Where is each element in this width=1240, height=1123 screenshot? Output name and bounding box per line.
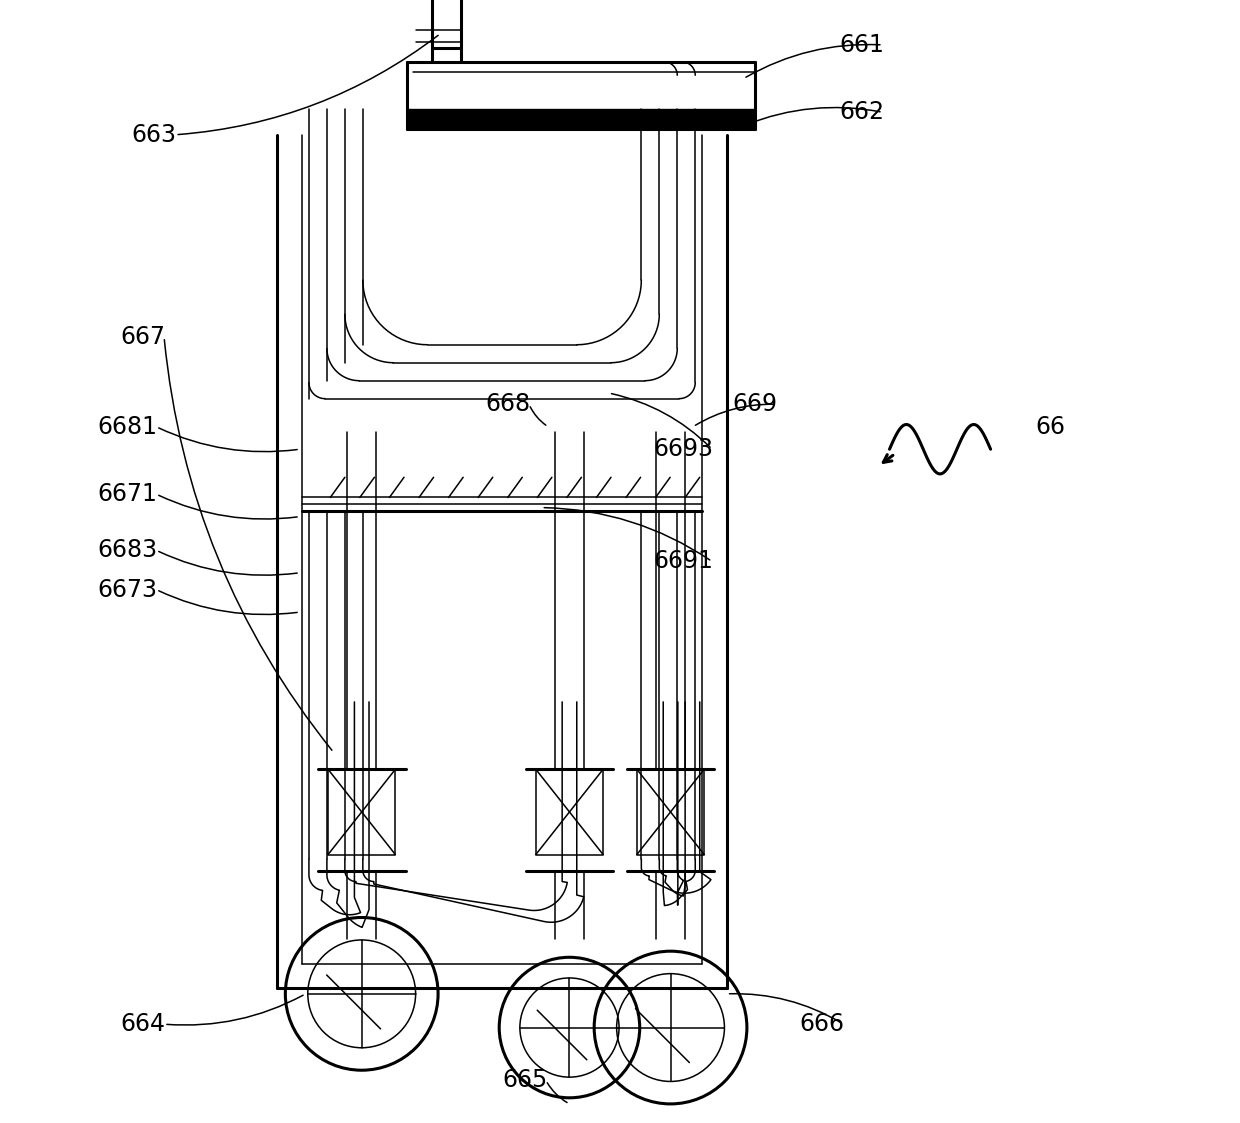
Text: 662: 662 bbox=[839, 100, 884, 125]
Text: 667: 667 bbox=[120, 325, 165, 349]
Text: 6673: 6673 bbox=[98, 577, 157, 602]
Text: 669: 669 bbox=[733, 392, 777, 417]
Text: 66: 66 bbox=[1035, 414, 1065, 439]
Text: 6693: 6693 bbox=[653, 437, 714, 462]
Text: 663: 663 bbox=[131, 122, 176, 147]
Text: 661: 661 bbox=[839, 33, 884, 57]
Text: 6683: 6683 bbox=[98, 538, 157, 563]
Text: 668: 668 bbox=[485, 392, 531, 417]
Text: 666: 666 bbox=[800, 1012, 844, 1037]
Text: 664: 664 bbox=[120, 1012, 165, 1037]
Text: 6671: 6671 bbox=[98, 482, 157, 506]
Text: 6681: 6681 bbox=[98, 414, 157, 439]
Text: 6691: 6691 bbox=[653, 549, 713, 574]
Text: 665: 665 bbox=[502, 1068, 547, 1093]
